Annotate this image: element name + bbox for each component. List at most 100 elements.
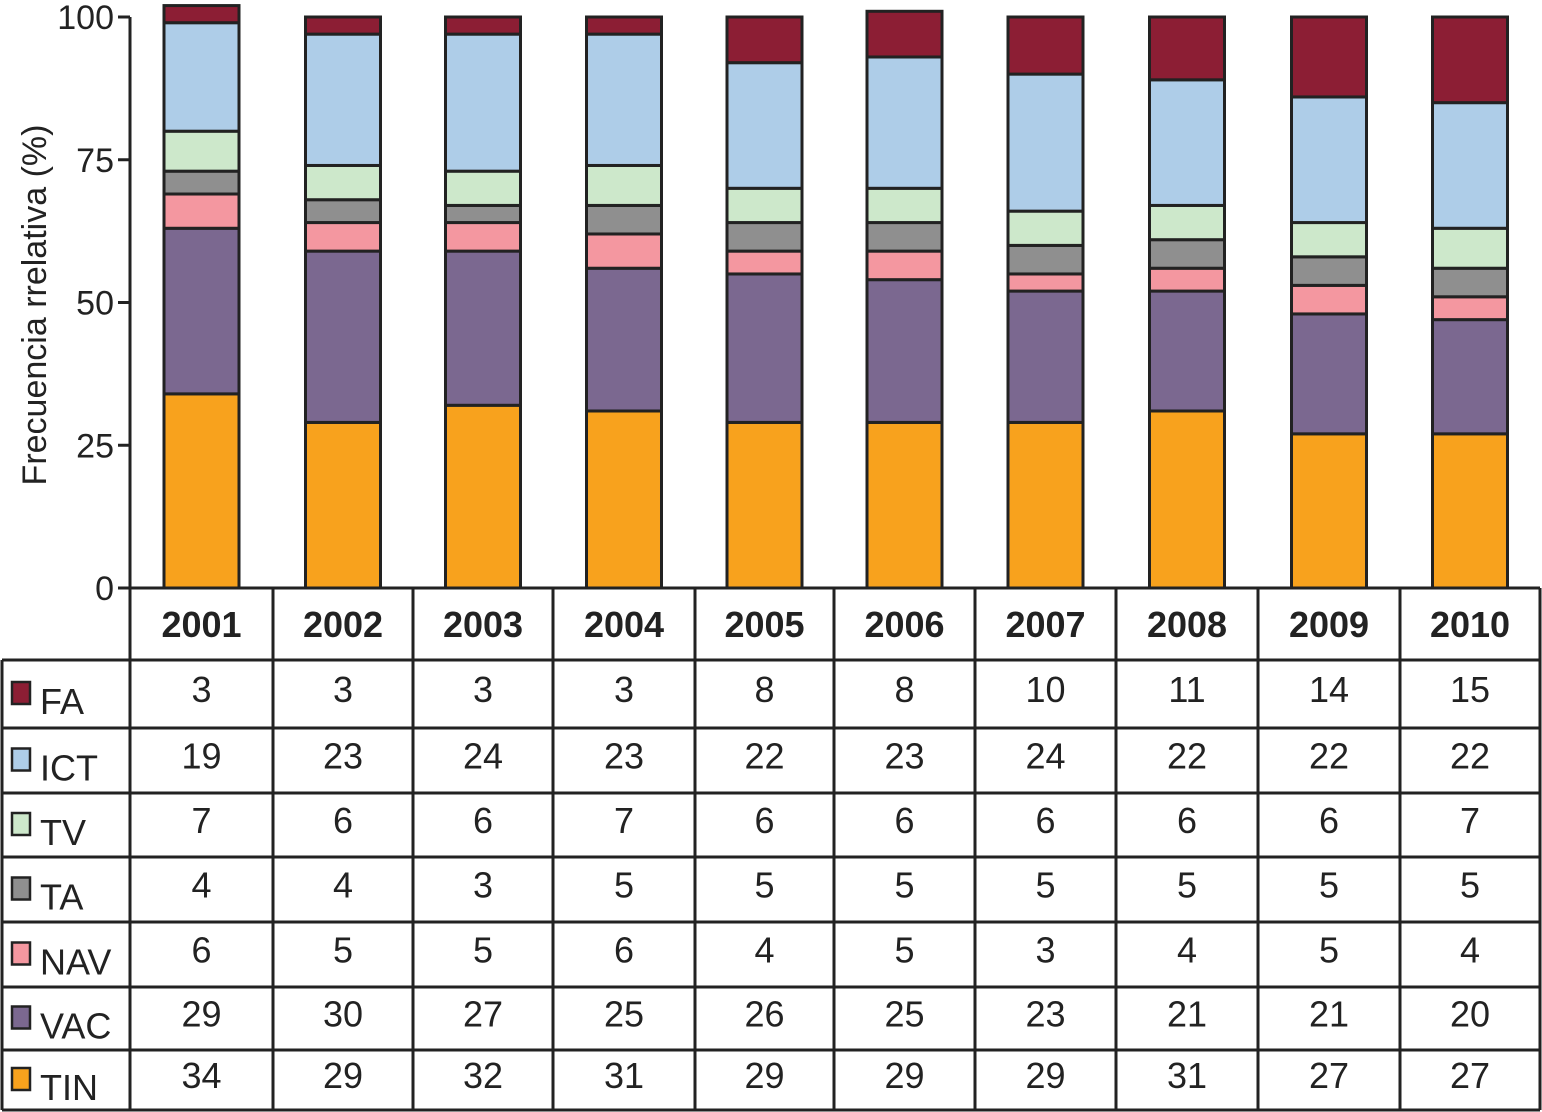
bar-segment-ta [1148,238,1226,270]
legend-swatch-nav [10,941,32,966]
bar-segment-tin [444,403,522,590]
table-cell-value: 22 [1450,736,1490,777]
bar-segment-tin [1431,432,1509,590]
table-cell-value: 27 [1309,1055,1349,1096]
bar-segment-ta [162,169,241,196]
y-axis: 0 25 50 75 100 [57,0,132,608]
table-cell-value: 30 [323,994,363,1035]
table-cell-value: 6 [191,930,211,971]
bar-segment-tin [162,392,241,590]
bar-2007 [1006,15,1085,590]
table-cell-value: 27 [463,994,503,1035]
bar-segment-vac [865,278,944,424]
bar-segment-nav [725,249,804,276]
table-cell-value: 3 [191,669,211,710]
table-cell-value: 24 [1025,736,1065,777]
bar-segment-tv [1006,209,1085,247]
table-cell-value: 5 [1035,865,1055,906]
table-cell-value: 34 [181,1055,221,1096]
table-row-label: NAV [40,942,111,983]
bar-segment-tv [1431,226,1509,270]
bar-segment-tin [725,420,804,590]
table-cell-value: 8 [754,669,774,710]
bar-segment-tv [585,163,663,207]
table-cell-value: 14 [1309,669,1349,710]
table-cell-value: 29 [323,1055,363,1096]
bar-segment-tv [304,163,382,202]
bar-segment-nav [585,232,663,270]
table-cell-value: 27 [1450,1055,1490,1096]
table-cell-value: 26 [744,994,784,1035]
bars-layer [162,4,1509,590]
table-cell-value: 3 [473,865,493,906]
table-cell-value: 5 [1460,865,1480,906]
y-tick-label: 50 [76,285,114,323]
table-cell-value: 6 [614,930,634,971]
bar-segment-vac [1006,289,1085,424]
bar-segment-fa [585,15,663,36]
bar-2006 [865,9,944,590]
table-cell-value: 21 [1167,994,1207,1035]
bar-segment-tv [725,186,804,225]
table-cell-value: 5 [333,930,353,971]
legend-swatch-tv [10,811,32,837]
bar-segment-vac [444,249,522,407]
bar-segment-ta [585,203,663,236]
bar-segment-nav [1431,295,1509,322]
table-cell-value: 32 [463,1055,503,1096]
bar-segment-vac [162,226,241,396]
y-tick-label: 0 [95,570,114,608]
bar-segment-nav [1006,272,1085,293]
table-row-label: VAC [40,1006,111,1047]
table-cell-value: 4 [191,865,211,906]
table-row-vac: VAC 29 30 27 25 26 25 23 21 21 20 [10,994,1490,1047]
legend-swatch-fa [10,680,32,706]
bar-2009 [1290,15,1368,590]
table-cell-value: 6 [333,800,353,841]
bar-segment-nav [1290,283,1368,316]
table-cell-value: 6 [894,800,914,841]
y-tick-label: 75 [76,142,114,180]
table-cell-value: 7 [191,800,211,841]
table-cell-value: 22 [1167,736,1207,777]
table-cell-value: 23 [1025,994,1065,1035]
bar-segment-ict [444,32,522,173]
bar-segment-ict [1006,72,1085,213]
bar-segment-fa [304,15,382,36]
data-table: 2001 2002 2003 2004 2005 2006 2007 2008 2009 2010… [0,586,1542,1112]
bar-segment-tv [162,129,241,173]
table-header-year: 2002 [303,604,383,645]
bar-segment-ta [725,221,804,253]
table-cell-value: 19 [181,736,221,777]
table-cell-value: 6 [1035,800,1055,841]
legend-swatch-tin [10,1066,32,1092]
table-cell-value: 7 [614,800,634,841]
table-cell-value: 4 [1460,930,1480,971]
bar-segment-fa [725,15,804,65]
table-row-label: TV [40,812,86,853]
table-cell-value: 6 [754,800,774,841]
bar-segment-fa [1148,15,1226,82]
y-tick-label: 25 [76,427,114,465]
bar-segment-ict [1148,78,1226,207]
bar-segment-tv [1290,221,1368,259]
table-header-year: 2008 [1147,604,1227,645]
bar-segment-ict [162,21,241,133]
table-cell-value: 3 [333,669,353,710]
table-row-fa: FA 3 3 3 3 8 8 10 11 14 15 [10,669,1490,722]
table-cell-value: 7 [1460,800,1480,841]
table-header-year: 2005 [724,604,804,645]
legend-swatch-vac [10,1005,32,1030]
y-axis-label: Frecuencia rrelativa (%) [16,125,54,486]
table-cell-value: 23 [884,736,924,777]
table-cell-value: 6 [473,800,493,841]
bar-2004 [585,15,663,590]
table-cell-value: 5 [1177,865,1197,906]
table-cell-value: 4 [1177,930,1197,971]
bar-2010 [1431,15,1509,590]
table-cell-value: 5 [614,865,634,906]
bar-segment-ict [304,32,382,167]
table-row-label: TIN [40,1067,98,1108]
bar-segment-ta [1431,266,1509,299]
